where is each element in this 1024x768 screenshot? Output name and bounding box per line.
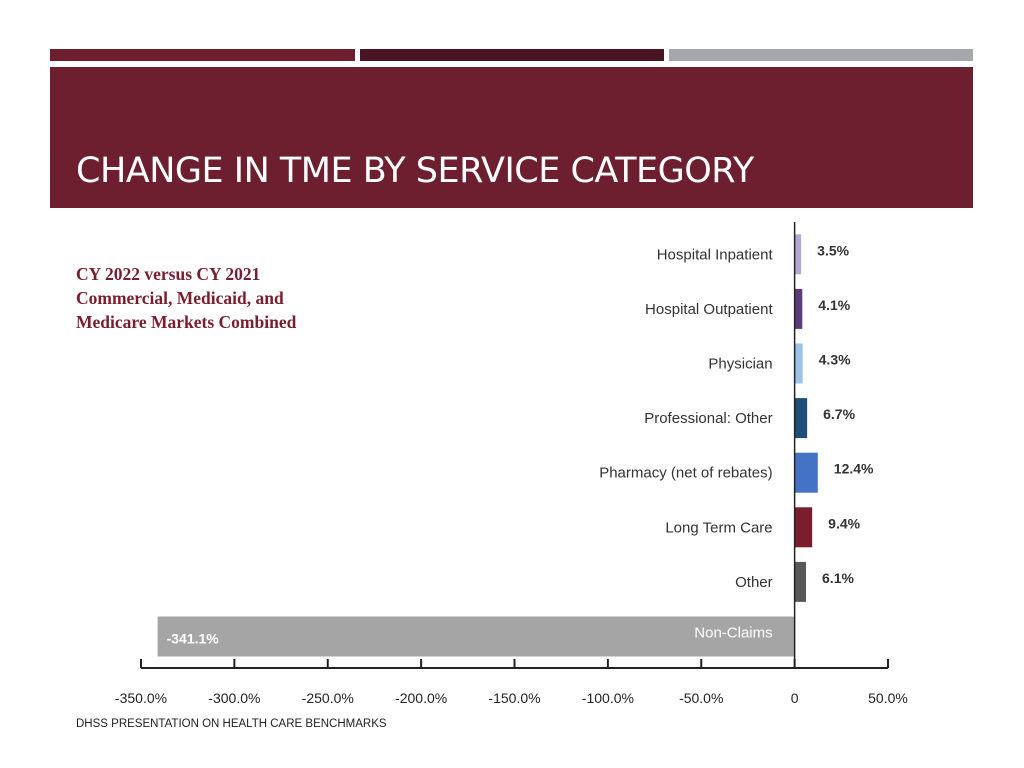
value-label-0: 3.5% xyxy=(817,242,849,258)
subtitle-line-2: Commercial, Medicaid, and xyxy=(76,288,284,308)
category-label-0: Hospital Inpatient xyxy=(657,246,774,263)
category-label-3: Professional: Other xyxy=(644,410,772,427)
bar-3 xyxy=(794,398,808,439)
value-label-3: 6.7% xyxy=(823,406,855,422)
category-label-5: Long Term Care xyxy=(665,519,772,536)
x-tick-label-8: 50.0% xyxy=(868,690,908,706)
value-label-1: 4.1% xyxy=(818,297,850,313)
x-tick-label-5: -100.0% xyxy=(582,690,634,706)
bar-6 xyxy=(794,561,807,602)
category-label-7: Non-Claims xyxy=(694,625,772,642)
bar-7 xyxy=(157,616,795,657)
bar-2 xyxy=(794,343,803,384)
accent-strip-right xyxy=(669,49,973,61)
x-tick-label-4: -150.0% xyxy=(488,690,540,706)
slide-title: CHANGE IN TME BY SERVICE CATEGORY xyxy=(76,151,754,191)
category-label-2: Physician xyxy=(708,356,772,373)
x-tick-label-1: -300.0% xyxy=(208,690,260,706)
category-label-4: Pharmacy (net of rebates) xyxy=(599,465,772,482)
category-label-6: Other xyxy=(735,574,773,591)
chart-subtitle: CY 2022 versus CY 2021 Commercial, Medic… xyxy=(76,262,296,334)
x-tick-label-2: -250.0% xyxy=(302,690,354,706)
x-tick-label-6: -50.0% xyxy=(679,690,723,706)
x-tick-label-7: 0 xyxy=(791,690,799,706)
x-tick-label-3: -200.0% xyxy=(395,690,447,706)
bar-5 xyxy=(794,507,813,548)
title-banner: CHANGE IN TME BY SERVICE CATEGORY xyxy=(50,67,973,208)
accent-strip-left xyxy=(50,49,355,61)
subtitle-line-1: CY 2022 versus CY 2021 xyxy=(76,264,261,284)
x-tick-label-0: -350.0% xyxy=(115,690,167,706)
value-label-4: 12.4% xyxy=(834,461,874,477)
bar-1 xyxy=(794,288,803,329)
value-label-7: -341.1% xyxy=(167,631,220,647)
value-label-5: 9.4% xyxy=(828,515,860,531)
bar-0 xyxy=(794,234,802,275)
subtitle-line-3: Medicare Markets Combined xyxy=(76,312,297,332)
value-label-2: 4.3% xyxy=(819,352,851,368)
slide-footer: DHSS PRESENTATION ON HEALTH CARE BENCHMA… xyxy=(76,718,387,730)
accent-strip-middle xyxy=(360,49,664,61)
value-label-6: 6.1% xyxy=(822,570,854,586)
bar-4 xyxy=(794,452,818,493)
category-label-1: Hospital Outpatient xyxy=(645,301,773,318)
